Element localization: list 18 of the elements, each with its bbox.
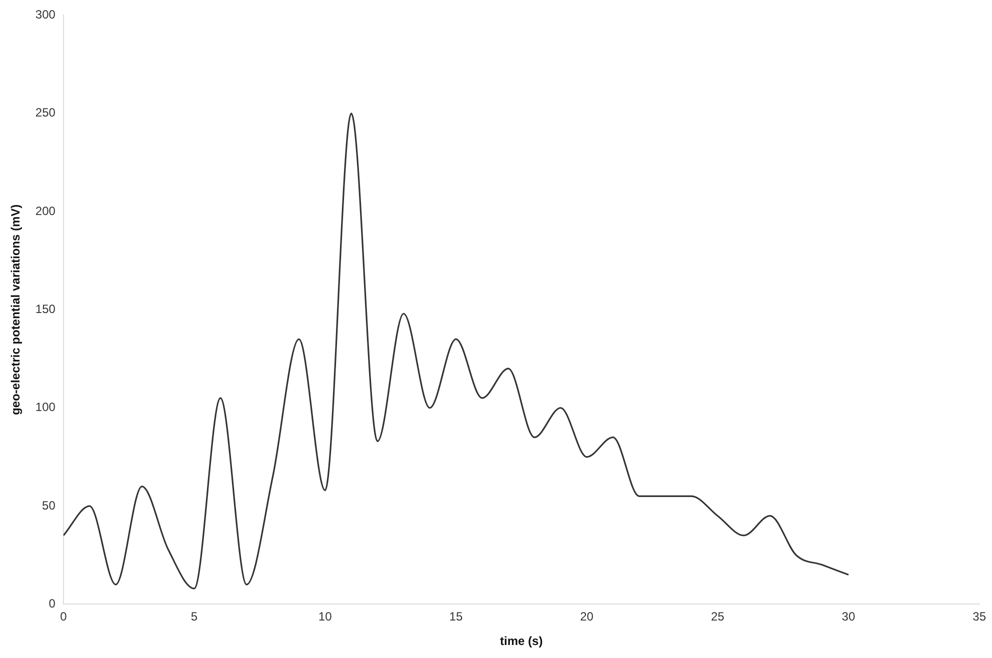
line-series — [63, 112, 850, 590]
y-tick-label: 300 — [35, 8, 56, 22]
x-tick-label: 5 — [190, 610, 198, 624]
y-tick-label: 200 — [35, 204, 56, 218]
y-tick-label: 100 — [35, 400, 56, 414]
y-tick-label: 150 — [35, 302, 56, 316]
y-tick-label: 50 — [42, 498, 56, 512]
y-tick-label: 250 — [35, 106, 56, 120]
x-tick-label: 35 — [972, 610, 986, 624]
x-tick-label: 10 — [318, 610, 332, 624]
x-tick-label: 20 — [580, 610, 594, 624]
x-tick-label: 30 — [842, 610, 856, 624]
x-tick-label: 0 — [60, 610, 68, 624]
x-tick-label: 25 — [710, 610, 725, 624]
x-tick-label: 15 — [449, 610, 463, 624]
x-axis-title: time (s) — [500, 634, 543, 648]
y-tick-label: 0 — [48, 596, 56, 611]
y-axis-title: geo-electric potential variations (mV) — [8, 204, 23, 416]
